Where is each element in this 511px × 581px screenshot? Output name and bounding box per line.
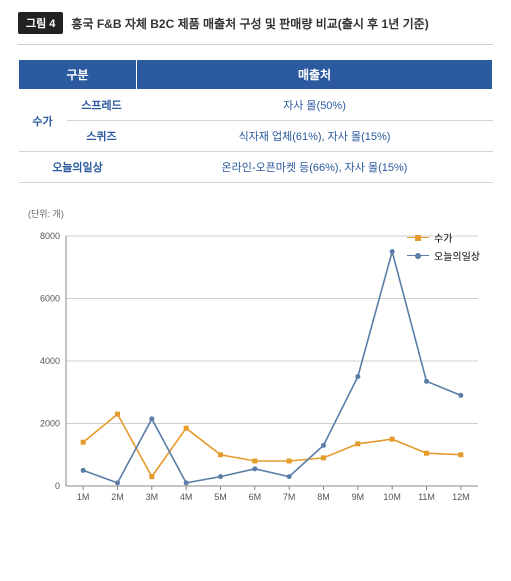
svg-text:5M: 5M	[214, 492, 227, 502]
chart-unit-label: (단위: 개)	[28, 207, 493, 220]
svg-text:6000: 6000	[40, 294, 60, 304]
svg-text:3M: 3M	[146, 492, 159, 502]
legend-label: 오늘의일상	[434, 248, 480, 263]
cell-val: 식자재 업체(61%), 자사 몰(15%)	[137, 121, 493, 152]
svg-text:7M: 7M	[283, 492, 296, 502]
title-underline	[18, 44, 493, 45]
svg-text:11M: 11M	[418, 492, 435, 502]
cell-cat-merge: 수가	[19, 90, 67, 152]
cell-sub: 오늘의일상	[19, 152, 137, 183]
cell-sub: 스프레드	[67, 90, 137, 121]
svg-text:2M: 2M	[111, 492, 124, 502]
svg-text:8M: 8M	[317, 492, 330, 502]
figure-badge: 그림 4	[18, 12, 63, 34]
cell-val: 온라인-오픈마켓 등(66%), 자사 몰(15%)	[137, 152, 493, 183]
svg-text:0: 0	[55, 481, 60, 491]
cell-val: 자사 몰(50%)	[137, 90, 493, 121]
svg-text:2000: 2000	[40, 419, 60, 429]
th-channel: 매출처	[137, 60, 493, 90]
cell-sub: 스퀴즈	[67, 121, 137, 152]
svg-text:8000: 8000	[40, 231, 60, 241]
svg-text:1M: 1M	[77, 492, 90, 502]
sales-chart: 0 2000 4000 6000 8000 1M 2M 3M 4M 5M 6M 7M 8M 9M 10M 11…	[18, 224, 488, 514]
legend-label: 수가	[434, 230, 452, 245]
svg-text:6M: 6M	[249, 492, 262, 502]
figure-title: 흥국 F&B 자체 B2C 제품 매출처 구성 및 판매량 비교(출시 후 1년…	[71, 15, 428, 32]
figure-header: 그림 4 흥국 F&B 자체 B2C 제품 매출처 구성 및 판매량 비교(출시…	[18, 12, 493, 34]
svg-text:10M: 10M	[383, 492, 401, 502]
table-row: 오늘의일상 온라인-오픈마켓 등(66%), 자사 몰(15%)	[19, 152, 493, 183]
svg-text:9M: 9M	[352, 492, 365, 502]
th-category: 구분	[19, 60, 137, 90]
legend-item: 오늘의일상	[407, 248, 480, 263]
svg-text:12M: 12M	[452, 492, 470, 502]
table-row: 수가 스프레드 자사 몰(50%)	[19, 90, 493, 121]
chart-svg: 0 2000 4000 6000 8000 1M 2M 3M 4M 5M 6M 7M 8M 9M 10M 11…	[18, 224, 488, 514]
channel-table: 구분 매출처 수가 스프레드 자사 몰(50%) 스퀴즈 식자재 업체(61%)…	[18, 59, 493, 183]
chart-legend: 수가 오늘의일상	[407, 230, 480, 266]
svg-text:4M: 4M	[180, 492, 193, 502]
legend-item: 수가	[407, 230, 480, 245]
table-row: 스퀴즈 식자재 업체(61%), 자사 몰(15%)	[19, 121, 493, 152]
svg-text:4000: 4000	[40, 356, 60, 366]
